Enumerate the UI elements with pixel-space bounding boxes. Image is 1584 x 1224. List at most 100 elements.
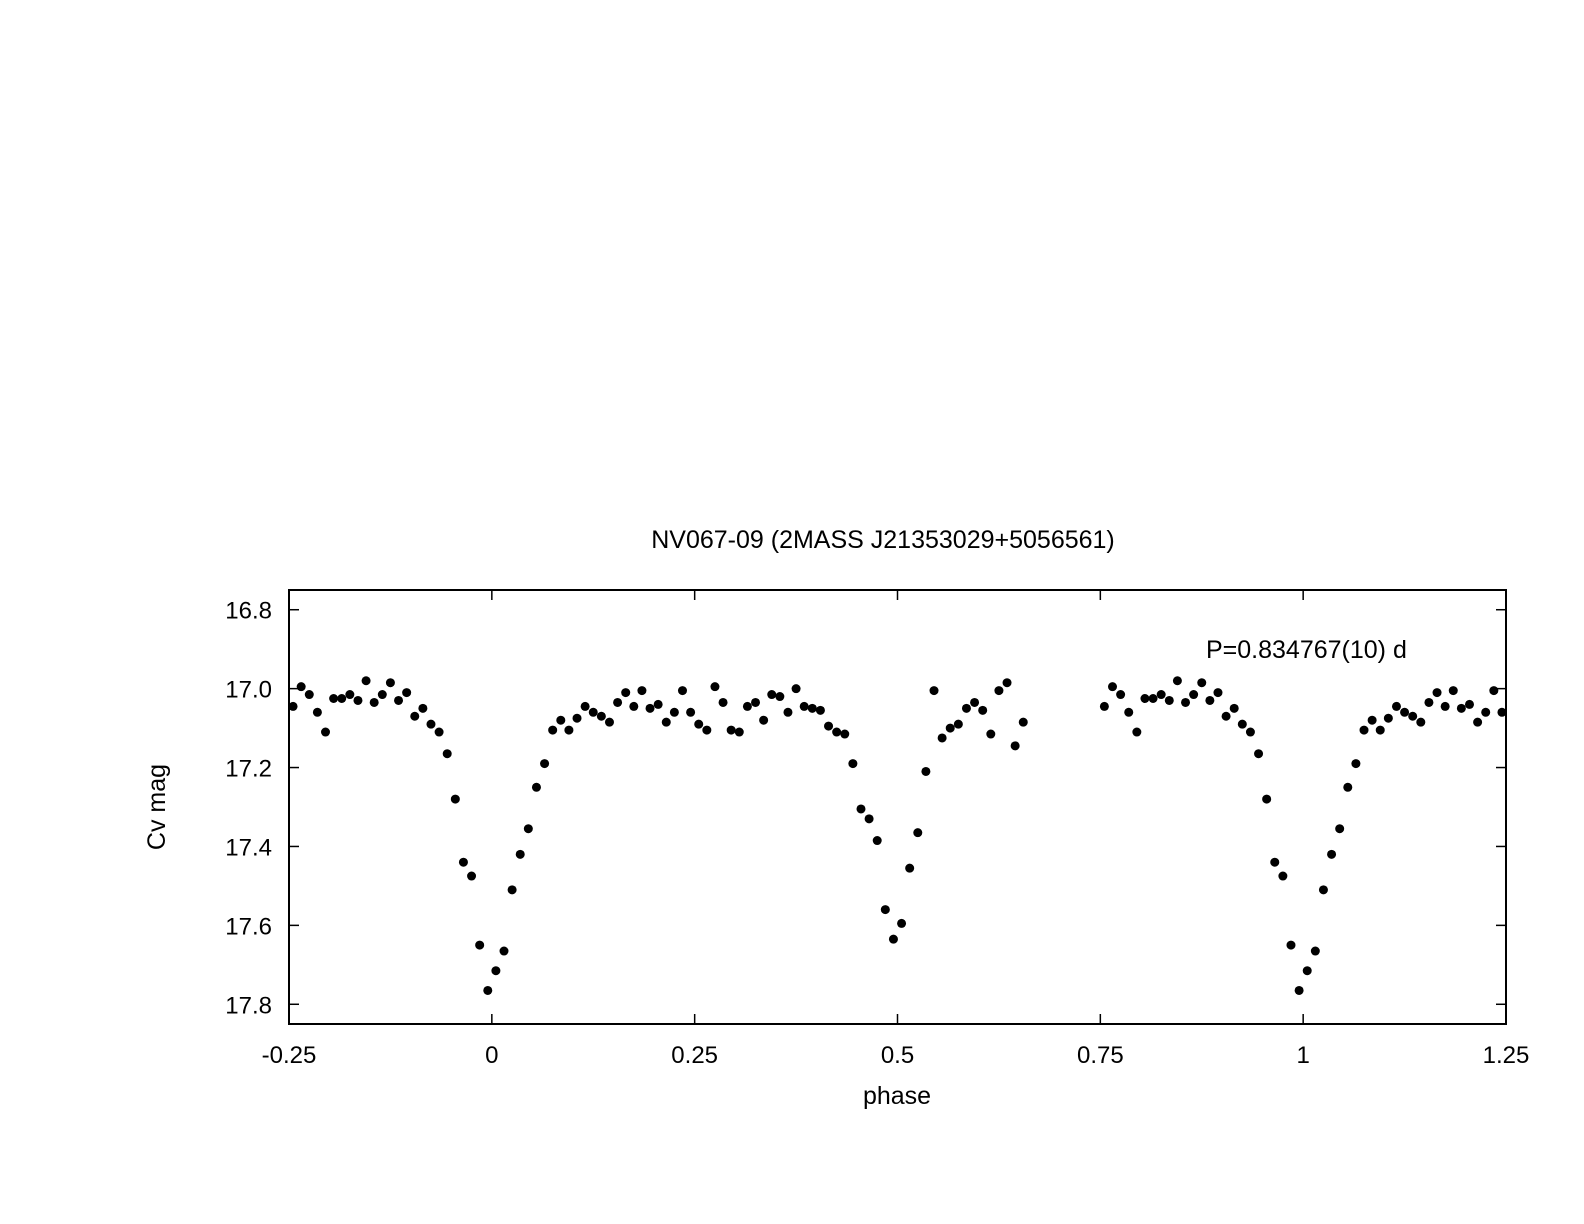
data-point (515, 849, 525, 859)
data-point (629, 701, 639, 711)
data-point (321, 727, 331, 737)
period-annotation: P=0.834767(10) d (1206, 636, 1407, 664)
y-tick-label: 17.4 (225, 834, 272, 861)
data-point (385, 678, 395, 688)
data-point (1408, 711, 1418, 721)
data-point (353, 695, 363, 705)
data-point (296, 682, 306, 692)
data-point (1148, 694, 1158, 703)
data-point (345, 690, 355, 700)
data-point (1099, 701, 1109, 711)
data-point (467, 871, 477, 881)
data-point (872, 836, 882, 846)
data-point (1310, 946, 1320, 956)
data-point (329, 694, 339, 703)
data-point (572, 713, 582, 723)
data-point (1367, 715, 1377, 725)
data-point (710, 682, 720, 692)
data-point (523, 824, 533, 834)
data-point (1270, 857, 1280, 867)
data-point (807, 703, 817, 713)
data-point (1018, 717, 1028, 727)
data-point (815, 705, 825, 715)
data-point (1124, 707, 1134, 717)
data-point (580, 701, 590, 711)
data-point (669, 707, 679, 717)
data-point (1254, 749, 1264, 759)
data-point (426, 719, 436, 729)
data-point (864, 814, 874, 824)
data-point (458, 857, 468, 867)
data-point (953, 719, 963, 729)
data-point (1278, 871, 1288, 881)
data-point (1181, 697, 1191, 707)
data-point (377, 690, 387, 700)
data-point (661, 717, 671, 727)
data-point (1229, 703, 1239, 713)
data-point (312, 707, 322, 717)
data-point (1140, 694, 1150, 703)
data-point (1383, 713, 1393, 723)
data-point (1172, 676, 1182, 686)
data-point (1156, 690, 1166, 700)
x-tick-label: 0.5 (881, 1042, 914, 1069)
data-point (694, 719, 704, 729)
axis-ticks (288, 590, 1507, 1024)
data-point (1335, 824, 1345, 834)
data-point (921, 766, 931, 776)
data-point (702, 725, 712, 735)
data-point (970, 697, 980, 707)
x-axis-label: phase (863, 1082, 931, 1110)
data-point (540, 759, 550, 769)
data-point (1464, 699, 1474, 709)
data-point (1010, 741, 1020, 751)
data-point (653, 699, 663, 709)
data-point (686, 707, 696, 717)
data-point (783, 707, 793, 717)
data-point (410, 711, 420, 721)
data-point (507, 885, 517, 895)
data-point (1002, 678, 1012, 688)
data-point (888, 934, 898, 944)
data-point (434, 727, 444, 737)
data-point (637, 686, 647, 696)
data-point (742, 701, 752, 711)
data-point (1497, 707, 1507, 717)
data-point (1391, 701, 1401, 711)
data-point (499, 946, 509, 956)
data-point (1189, 690, 1199, 700)
data-point (1416, 717, 1426, 727)
data-point (929, 686, 939, 696)
data-point (1302, 966, 1312, 976)
data-point (1375, 725, 1385, 735)
data-point (824, 721, 834, 731)
data-point (1481, 707, 1491, 717)
data-point (645, 703, 655, 713)
data-point (856, 804, 866, 814)
data-point (937, 733, 947, 743)
data-point (556, 715, 566, 725)
data-point (442, 749, 452, 759)
x-tick-label: 1.25 (1483, 1042, 1530, 1069)
y-tick-label: 17.0 (225, 677, 272, 704)
y-axis-label: Cv mag (143, 764, 171, 850)
data-point (621, 688, 631, 698)
data-point (880, 905, 890, 915)
data-point (775, 692, 785, 702)
x-tick-label: 0 (485, 1042, 498, 1069)
data-point (1164, 695, 1174, 705)
data-point (751, 697, 761, 707)
data-point (986, 729, 996, 739)
data-points (288, 676, 1507, 995)
data-point (304, 690, 314, 700)
data-point (361, 676, 371, 686)
data-point (799, 701, 809, 711)
data-point (1286, 940, 1296, 950)
data-point (897, 918, 907, 928)
data-point (337, 694, 347, 703)
data-point (483, 985, 493, 995)
data-point (1440, 701, 1450, 711)
data-point (1400, 707, 1410, 717)
data-point (1473, 717, 1483, 727)
data-point (548, 725, 558, 735)
